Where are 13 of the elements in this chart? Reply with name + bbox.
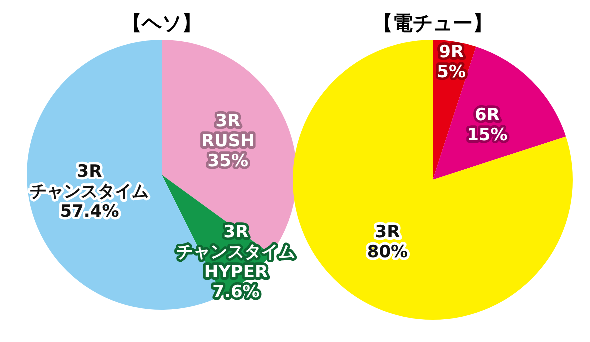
data-label: 5% xyxy=(437,62,466,82)
slice-label: 9R xyxy=(439,42,464,62)
data-label: 57.4% xyxy=(60,202,120,222)
data-label: 15% xyxy=(467,125,508,146)
slice-label: 6R xyxy=(474,105,500,126)
data-label: 80% xyxy=(367,242,408,262)
slice-label: 3R RUSH xyxy=(201,110,255,151)
data-label: 35% xyxy=(208,150,249,171)
slice-label: 3R チャンスタイム xyxy=(30,162,150,202)
data-label: 7.6% xyxy=(212,282,260,302)
chart-title: 【ヘソ】 xyxy=(122,11,202,35)
slice-label: 3R xyxy=(375,222,400,242)
chart-title: 【電チュー】 xyxy=(373,11,493,35)
